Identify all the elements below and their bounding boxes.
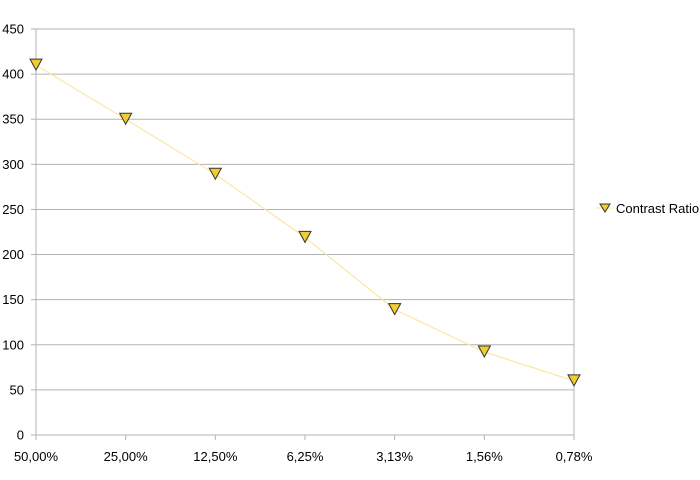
y-tick-label: 400 [2, 67, 24, 82]
y-tick-label: 250 [2, 202, 24, 217]
data-point [118, 112, 133, 126]
x-tick-label: 1,56% [466, 449, 503, 464]
data-point [29, 58, 43, 72]
y-tick-label: 350 [2, 112, 24, 127]
x-tick-label: 6,25% [287, 449, 324, 464]
y-tick-label: 150 [2, 292, 24, 307]
legend-label: Contrast Ratio [616, 201, 699, 216]
data-point [208, 167, 223, 181]
y-axis: 0 50 100 150 200 250 300 350 400 450 [2, 22, 36, 443]
y-tick-label: 50 [10, 382, 24, 397]
y-tick-label: 300 [2, 157, 24, 172]
y-tick-label: 450 [2, 22, 24, 37]
x-tick-label: 0,78% [556, 449, 593, 464]
legend-marker [599, 203, 611, 213]
y-tick-label: 0 [17, 428, 24, 443]
x-tick-label: 50,00% [14, 449, 59, 464]
y-tick-label: 100 [2, 337, 24, 352]
x-axis: 50,00% 25,00% 12,50% 6,25% 3,13% 1,56% 0,78% [14, 435, 593, 464]
x-tick-label: 12,50% [193, 449, 238, 464]
legend: Contrast Ratio [596, 201, 699, 216]
y-tick-label: 200 [2, 247, 24, 262]
data-point [477, 345, 492, 359]
data-point [387, 303, 402, 316]
data-point [567, 374, 581, 387]
series-contrast-ratio [29, 58, 581, 387]
x-tick-label: 3,13% [376, 449, 413, 464]
y-gridlines [36, 28, 574, 391]
data-point [298, 230, 312, 244]
x-tick-label: 25,00% [104, 449, 149, 464]
